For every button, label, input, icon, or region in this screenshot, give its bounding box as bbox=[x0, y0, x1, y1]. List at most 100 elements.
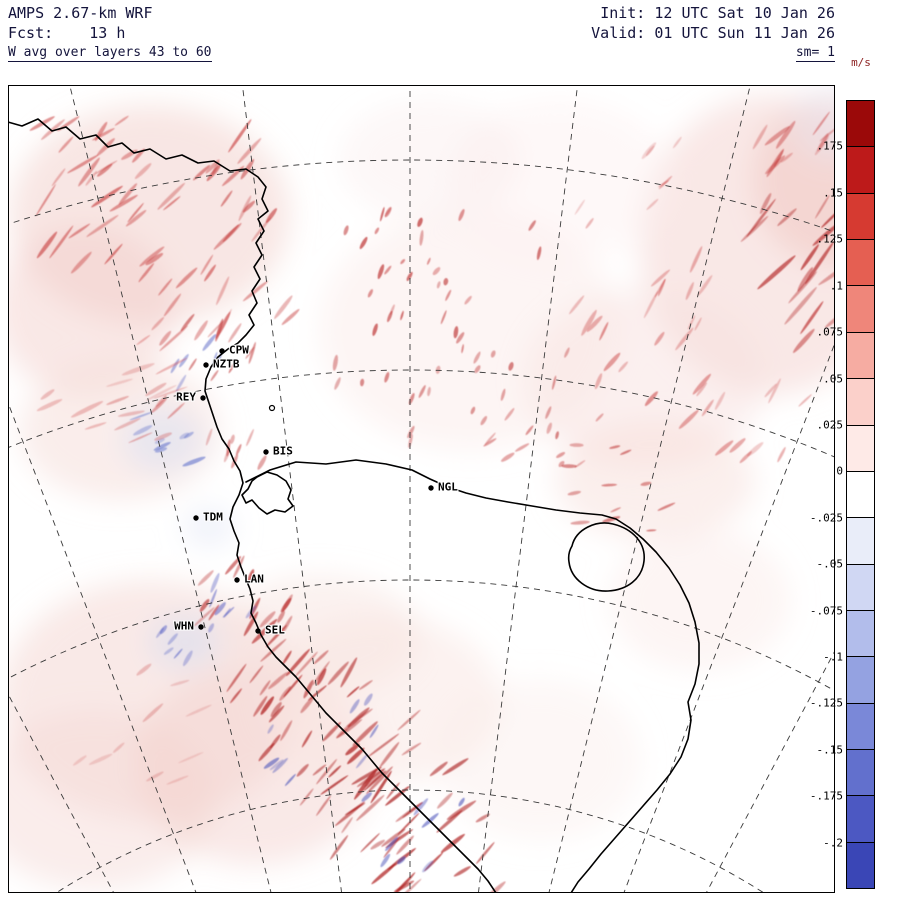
shading-streak bbox=[475, 813, 490, 823]
shading-streak bbox=[456, 332, 465, 344]
station-label: SEL bbox=[265, 624, 285, 637]
shading-streak bbox=[220, 190, 233, 207]
station-label: REY bbox=[176, 391, 196, 404]
shading-streak bbox=[345, 743, 360, 756]
shading-streak bbox=[784, 287, 817, 325]
shading-streak bbox=[153, 386, 188, 399]
shading-streak bbox=[281, 308, 300, 326]
shading-streak bbox=[361, 792, 372, 802]
smoothing-label: sm= 1 bbox=[795, 45, 835, 62]
shading-streak bbox=[618, 361, 628, 373]
meridian-line bbox=[242, 86, 342, 892]
shading-streak bbox=[465, 894, 486, 900]
shading-streak bbox=[346, 708, 373, 727]
shading-streak bbox=[182, 456, 206, 467]
shading-streak bbox=[609, 445, 621, 449]
shading-streak bbox=[658, 175, 673, 190]
shading-streak bbox=[347, 747, 365, 765]
shading-streak bbox=[170, 679, 190, 687]
shading-streak bbox=[210, 369, 219, 382]
meridian-line bbox=[548, 86, 751, 892]
colorbar-cell bbox=[847, 101, 874, 147]
shading-streak bbox=[163, 293, 182, 317]
shading-streak bbox=[432, 267, 441, 276]
shading-streak bbox=[384, 265, 392, 275]
shading-streak bbox=[422, 860, 434, 873]
station-label: TDM bbox=[203, 511, 223, 524]
shading-streak bbox=[389, 304, 395, 315]
colorbar-cell bbox=[847, 656, 874, 703]
shading-streak bbox=[798, 394, 812, 407]
shading-streak bbox=[525, 425, 534, 436]
shading-streak bbox=[228, 119, 252, 153]
colorbar-tick-label: .05 bbox=[823, 372, 843, 385]
shading-streak bbox=[193, 164, 211, 181]
shading-streak bbox=[453, 326, 459, 339]
meridian-line bbox=[69, 86, 272, 892]
shading-streak bbox=[464, 295, 472, 305]
shading-streak bbox=[650, 269, 671, 287]
station-label: LAN bbox=[244, 573, 264, 586]
shading-streak bbox=[385, 836, 398, 852]
shading-streak bbox=[558, 460, 565, 468]
shading-streak bbox=[199, 599, 210, 612]
shading-streak bbox=[812, 111, 830, 136]
shading-streak bbox=[316, 795, 331, 816]
shading-streak bbox=[697, 275, 713, 296]
shading-streak bbox=[556, 452, 566, 458]
shading-streak bbox=[340, 657, 358, 688]
shading-wash bbox=[440, 680, 640, 840]
shading-streak bbox=[313, 650, 329, 665]
shading-streak bbox=[419, 230, 424, 246]
shading-streak bbox=[84, 422, 107, 430]
shading-streak bbox=[114, 115, 129, 126]
colorbar-tick-label: .175 bbox=[816, 139, 844, 153]
shading-streak bbox=[777, 208, 797, 227]
shading-streak bbox=[396, 835, 414, 855]
shading-streak bbox=[644, 391, 658, 406]
shading-streak bbox=[473, 351, 481, 364]
shading-streak bbox=[610, 507, 621, 513]
shading-streak bbox=[251, 217, 272, 242]
shading-streak bbox=[157, 182, 186, 210]
shading-streak bbox=[371, 863, 396, 885]
shading-streak bbox=[397, 709, 421, 731]
colorbar-cell bbox=[847, 470, 874, 518]
shading-streak bbox=[603, 352, 621, 372]
shading-streak bbox=[413, 798, 429, 816]
shading-streak bbox=[35, 183, 56, 217]
shading-streak bbox=[265, 624, 287, 648]
shading-streak bbox=[545, 406, 552, 419]
shading-streak bbox=[436, 281, 441, 289]
shading-streak bbox=[109, 194, 138, 212]
shading-streak bbox=[358, 680, 373, 690]
shading-streak bbox=[259, 611, 276, 628]
shading-streak bbox=[49, 225, 74, 259]
shading-streak bbox=[260, 638, 287, 662]
shading-streak bbox=[595, 413, 604, 422]
shading-streak bbox=[400, 310, 404, 321]
shading-streak bbox=[490, 350, 496, 358]
shading-streak bbox=[204, 264, 216, 282]
shading-streak bbox=[675, 327, 694, 351]
shading-streak bbox=[528, 220, 536, 231]
shading-streak bbox=[692, 373, 711, 395]
shading-streak bbox=[202, 334, 217, 351]
shading-streak bbox=[402, 801, 423, 818]
shading-streak bbox=[484, 432, 496, 446]
shading-streak bbox=[78, 157, 100, 187]
shading-streak bbox=[230, 688, 242, 704]
shading-streak bbox=[207, 320, 224, 338]
shading-streak bbox=[396, 878, 422, 892]
shading-streak bbox=[36, 399, 63, 412]
islet-outline bbox=[268, 404, 276, 412]
shading-streak bbox=[179, 432, 190, 440]
shading-streak bbox=[715, 440, 734, 456]
shading-streak bbox=[279, 686, 292, 701]
shading-streak bbox=[366, 766, 393, 795]
shading-streak bbox=[701, 399, 714, 417]
shading-streak bbox=[268, 672, 288, 690]
